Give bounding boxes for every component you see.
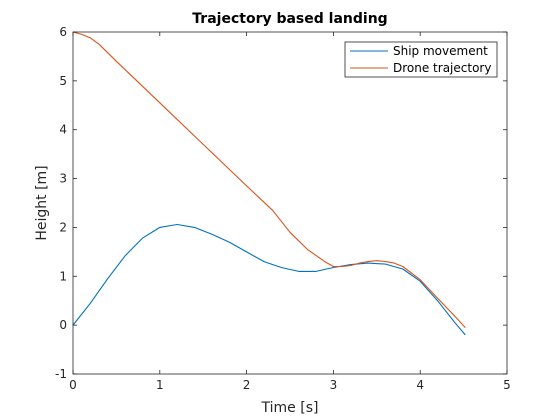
axes-box [72, 31, 508, 375]
x-tick-label: 5 [503, 378, 511, 392]
x-axis-label: Time [s] [261, 400, 319, 416]
series-line-ship-movement [72, 223, 466, 336]
legend-label-ship-movement: Ship movement [393, 44, 488, 58]
chart-title: Trajectory based landing [192, 11, 387, 27]
y-tick-label: 2 [59, 220, 67, 234]
legend-label-drone-trajectory: Drone trajectory [393, 61, 491, 75]
x-tick-label: 1 [156, 378, 164, 392]
y-axis-label: Height [m] [34, 165, 50, 240]
series-layer [72, 31, 466, 336]
series-line-drone-trajectory [72, 31, 466, 328]
y-tick-label: 3 [59, 172, 67, 186]
y-tick-label: 1 [59, 269, 67, 283]
axes-layer [72, 31, 508, 375]
y-tick-label: 4 [59, 123, 67, 137]
y-tick-label: -1 [55, 367, 67, 381]
y-tick-label: 6 [59, 25, 67, 39]
legend-box [344, 41, 498, 78]
x-tick-label: 2 [243, 378, 251, 392]
x-tick-label: 3 [330, 378, 338, 392]
y-tick-label: 0 [59, 318, 67, 332]
plot-area [73, 32, 507, 374]
x-tick-label: 4 [416, 378, 424, 392]
x-tick-label: 0 [69, 378, 77, 392]
y-tick-label: 5 [59, 74, 67, 88]
legend: Ship movement Drone trajectory [344, 41, 498, 78]
